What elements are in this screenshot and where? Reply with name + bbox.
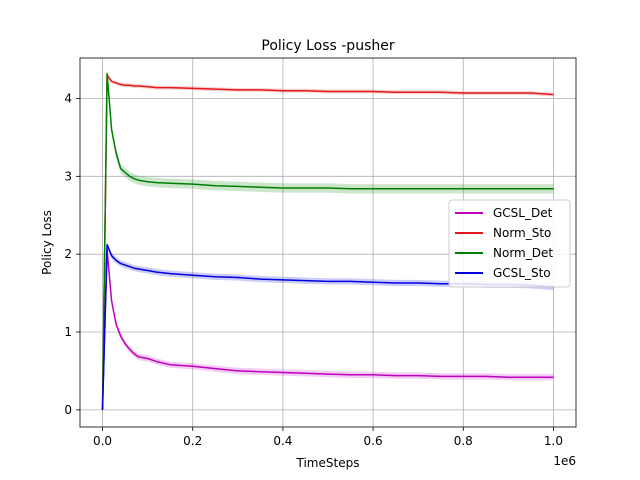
x-axis-label: TimeSteps: [296, 456, 360, 470]
x-tick-label: 0.8: [454, 434, 473, 448]
y-tick-label: 2: [64, 247, 72, 261]
series-line-GCSL_Det: [101, 249, 554, 410]
legend-box: [448, 199, 571, 288]
series-line-Norm_Det: [101, 72, 554, 410]
y-tick-label: 3: [64, 169, 72, 183]
x-tick-label: 1.0: [544, 434, 563, 448]
legend-label: Norm_Det: [493, 246, 553, 260]
legend-label: GCSL_Det: [493, 206, 553, 220]
y-tick-label: 4: [64, 91, 72, 105]
legend-label: GCSL_Sto: [493, 266, 551, 280]
y-axis-label: Policy Loss: [40, 210, 54, 275]
series-line-GCSL_Sto: [101, 244, 554, 410]
series-line-Norm_Sto: [101, 74, 554, 410]
x-tick-label: 0.2: [183, 434, 202, 448]
y-tick-label: 0: [64, 403, 72, 417]
chart-title: Policy Loss -pusher: [261, 38, 394, 54]
y-tick-label: 1: [64, 325, 72, 339]
x-tick-label: 0.0: [93, 434, 112, 448]
grid: [80, 58, 576, 427]
x-axis-offset-label: 1e6: [553, 454, 576, 468]
axis-ticks: 0.0 0.2 0.4 0.6 0.8 1.0 0 1 2 3 4: [64, 91, 563, 448]
plot-frame: [79, 57, 577, 428]
legend: GCSL_Det Norm_Sto Norm_Det GCSL_Sto: [448, 199, 571, 288]
x-tick-label: 0.4: [273, 434, 292, 448]
legend-label: Norm_Sto: [493, 226, 551, 240]
x-tick-label: 0.6: [364, 434, 383, 448]
series-lines: [101, 72, 554, 410]
